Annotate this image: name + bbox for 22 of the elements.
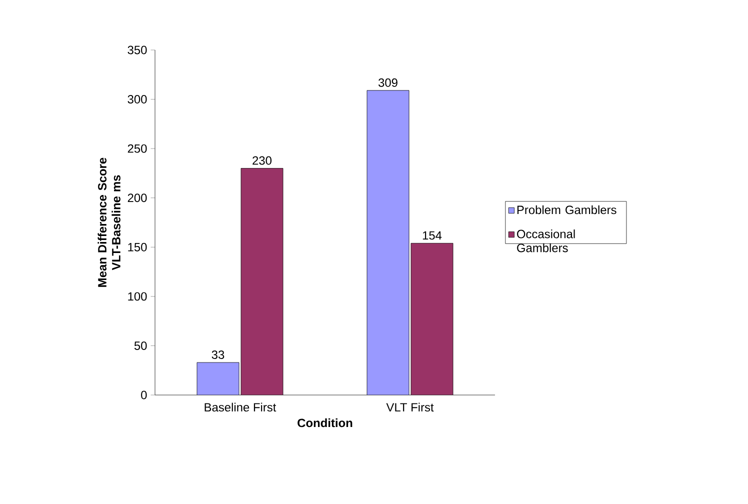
x-axis-title: Condition bbox=[298, 418, 352, 428]
data-label: 33 bbox=[212, 350, 224, 359]
data-label: 154 bbox=[422, 231, 442, 240]
bar bbox=[410, 243, 454, 395]
data-label: 309 bbox=[378, 78, 398, 87]
y-tick-label: 50 bbox=[134, 341, 147, 350]
bar bbox=[241, 168, 283, 395]
y-tick-label: 350 bbox=[128, 46, 147, 54]
legend-label: Occasional Gamblers bbox=[517, 229, 575, 252]
y-tick-label: 100 bbox=[128, 292, 147, 301]
bar bbox=[366, 90, 410, 395]
y-tick-label: 150 bbox=[128, 242, 147, 252]
x-tick-label: VLT First bbox=[386, 402, 434, 412]
y-tick-label: 250 bbox=[128, 144, 147, 153]
y-tick-label: 0 bbox=[141, 390, 147, 400]
y-tick-label: 300 bbox=[128, 95, 147, 104]
bar bbox=[197, 362, 240, 395]
legend-label: Problem Gamblers bbox=[517, 205, 616, 214]
y-axis-title: Mean Difference Score VLT-Baseline ms bbox=[98, 158, 120, 287]
x-tick-label: Baseline First bbox=[204, 402, 276, 412]
y-tick-label: 200 bbox=[128, 194, 147, 202]
data-label: 230 bbox=[252, 156, 272, 165]
